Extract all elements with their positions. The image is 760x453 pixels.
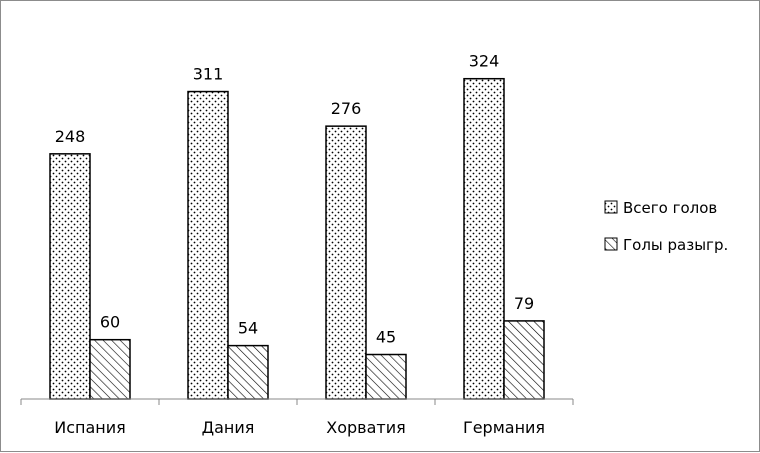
legend-label: Голы разыгр. <box>623 236 728 254</box>
data-label: 54 <box>238 319 258 338</box>
x-tick-label: Хорватия <box>326 418 405 437</box>
legend-swatch <box>604 237 618 251</box>
bar-assisted-2 <box>365 353 407 400</box>
bar-total-0 <box>49 153 91 400</box>
data-label: 324 <box>469 52 500 71</box>
data-label: 248 <box>55 127 86 146</box>
bar-assisted-3 <box>503 320 545 400</box>
data-label: 311 <box>193 65 224 84</box>
legend: Всего голов Голы разыгр. <box>604 199 728 254</box>
x-tick-label: Германия <box>463 418 545 437</box>
data-label: 60 <box>100 313 120 332</box>
data-label: 276 <box>331 99 362 118</box>
x-tick-label: Дания <box>202 418 255 437</box>
bar-total-1 <box>187 90 229 400</box>
bar-assisted-1 <box>227 344 269 400</box>
legend-label: Всего голов <box>623 199 717 217</box>
data-label: 79 <box>514 294 534 313</box>
legend-swatch <box>604 200 618 214</box>
bar-total-2 <box>325 125 367 400</box>
bar-total-3 <box>463 77 505 400</box>
x-tick-label: Испания <box>54 418 126 437</box>
data-label: 45 <box>376 328 396 347</box>
bar-assisted-0 <box>89 338 131 400</box>
